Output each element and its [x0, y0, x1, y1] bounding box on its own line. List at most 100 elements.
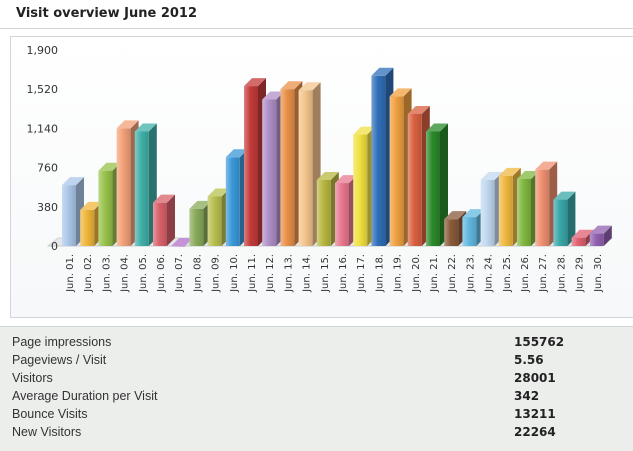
bar — [462, 217, 477, 246]
bar-top — [316, 171, 339, 180]
bar-top — [171, 238, 194, 246]
bar — [62, 185, 76, 246]
bar-top — [462, 209, 485, 218]
x-tick-label: Jun. 28. — [556, 254, 567, 293]
bar — [571, 237, 586, 246]
x-tick-label: Jun. 30. — [593, 254, 604, 293]
stat-label: Average Duration per Visit — [12, 389, 158, 403]
x-tick-label: Jun. 09. — [211, 254, 222, 293]
y-tick-label: 1,520 — [27, 83, 59, 96]
bar — [589, 233, 604, 246]
bar — [280, 89, 295, 246]
stat-row-average-duration: Average Duration per Visit 342 — [12, 389, 622, 407]
bar — [98, 170, 113, 246]
bar — [244, 86, 258, 247]
x-tick-label: Jun. 07. — [174, 254, 185, 293]
bar — [444, 219, 459, 246]
x-tick-label: Jun. 04. — [120, 254, 131, 293]
bar — [535, 169, 550, 246]
bar — [298, 90, 313, 246]
stat-value: 13211 — [514, 407, 556, 421]
x-tick-label: Jun. 10. — [229, 254, 240, 293]
x-tick-label: Jun. 03. — [101, 254, 112, 293]
x-tick-label: Jun. 06. — [156, 254, 167, 293]
stat-value: 28001 — [514, 371, 556, 385]
bar-top — [98, 162, 121, 171]
x-tick-label: Jun. 12. — [265, 254, 276, 293]
bar-top — [244, 78, 266, 87]
stat-row-pageviews-per-visit: Pageviews / Visit 5.56 — [12, 353, 622, 371]
x-tick-label: Jun. 18. — [374, 254, 385, 293]
bar — [153, 202, 167, 246]
x-tick-label: Jun. 19. — [393, 254, 404, 293]
y-tick-label: 380 — [37, 201, 58, 214]
stat-value: 155762 — [514, 335, 565, 349]
x-tick-label: Jun. 05. — [138, 254, 149, 293]
bar-top — [353, 126, 376, 135]
y-tick-label: 1,140 — [27, 122, 59, 135]
title-divider — [0, 28, 633, 29]
stats-panel: Page impressions 155762 Pageviews / Visi… — [0, 326, 633, 451]
x-tick-label: Jun. 01. — [65, 254, 76, 293]
bar — [262, 99, 277, 246]
bar — [407, 113, 422, 247]
y-tick-label: 0 — [51, 240, 58, 253]
bar — [371, 75, 386, 246]
x-tick-label: Jun. 24. — [484, 254, 495, 293]
bar-side — [603, 225, 612, 246]
bar-top — [207, 188, 230, 197]
bar-top — [134, 123, 157, 132]
visit-bar-chart: 1,900 1,520 1,140 760 380 0 Jun. 01. Jun. 02. Ju… — [27, 44, 614, 293]
x-tick-label: Jun. 02. — [83, 254, 94, 293]
bar-side — [440, 123, 448, 246]
bar-top — [589, 225, 612, 234]
bar — [134, 131, 149, 246]
bar-top — [371, 67, 394, 76]
stat-label: Visitors — [12, 371, 53, 385]
page-title: Visit overview June 2012 — [16, 6, 198, 21]
bar-top — [498, 167, 521, 176]
y-tick-label: 760 — [37, 162, 58, 175]
bar — [389, 96, 404, 246]
bar-top — [335, 175, 357, 184]
bar — [80, 209, 95, 246]
x-tick-label: Jun. 17. — [356, 254, 367, 293]
bar-top — [389, 88, 412, 97]
bar — [171, 246, 186, 247]
x-tick-label: Jun. 22. — [447, 254, 458, 293]
x-tick-label: Jun. 11. — [247, 254, 258, 293]
bar-top — [444, 211, 467, 220]
bar — [225, 157, 240, 246]
bar — [116, 128, 131, 246]
bar — [517, 178, 531, 246]
stat-row-bounce-visits: Bounce Visits 13211 — [12, 407, 622, 425]
bar-top — [535, 161, 558, 170]
bar — [553, 199, 568, 246]
stat-value: 342 — [514, 389, 540, 403]
y-tick-label: 1,900 — [27, 44, 59, 57]
bar — [189, 208, 204, 246]
bar-side — [167, 194, 175, 246]
bar-top — [116, 120, 139, 129]
stat-row-visitors: Visitors 28001 — [12, 371, 622, 389]
x-tick-label: Jun. 13. — [283, 254, 294, 293]
stat-label: New Visitors — [12, 425, 82, 439]
bar-top — [262, 91, 285, 100]
bar-top — [280, 81, 303, 90]
x-tick-label: Jun. 29. — [575, 254, 586, 293]
bar-side — [567, 191, 576, 246]
x-tick-label: Jun. 26. — [520, 254, 531, 293]
bar-top — [407, 105, 430, 114]
bar-top — [480, 171, 503, 180]
bar-top — [62, 177, 84, 186]
x-tick-label: Jun. 15. — [320, 254, 331, 293]
bar — [353, 134, 368, 246]
bar-top — [553, 191, 576, 200]
x-tick-label: Jun. 14. — [302, 254, 313, 293]
stat-label: Bounce Visits — [12, 407, 88, 421]
bar-top — [298, 82, 321, 91]
x-tick-label: Jun. 16. — [338, 254, 349, 293]
x-tick-label: Jun. 08. — [192, 254, 203, 293]
x-tick-label: Jun. 20. — [411, 254, 422, 293]
bar-top — [80, 201, 103, 210]
